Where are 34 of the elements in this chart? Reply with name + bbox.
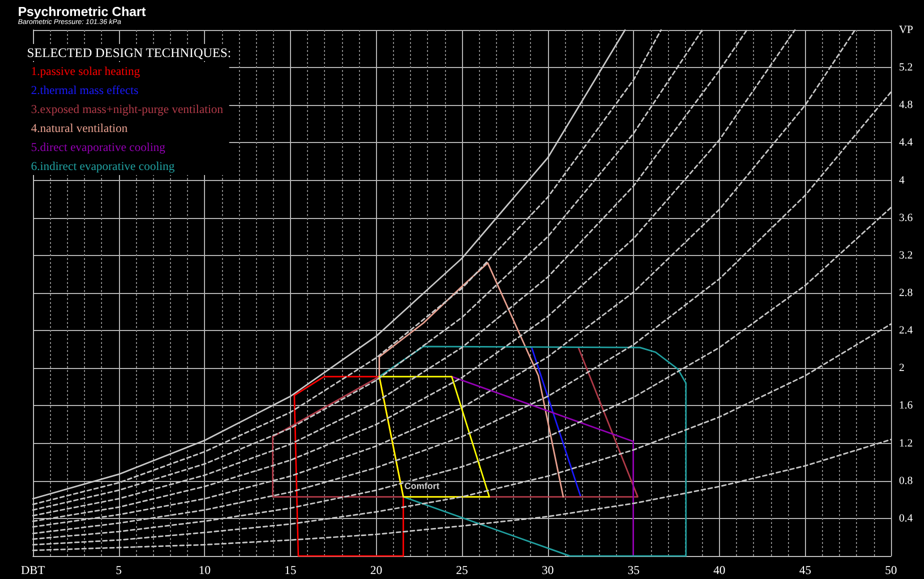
- x-tick-label: 30: [542, 563, 554, 577]
- chart-title: Psychrometric Chart: [18, 4, 147, 19]
- text: 5.direct evaporative cooling: [31, 140, 166, 154]
- y-tick-label: 2.8: [899, 287, 914, 299]
- y-tick-label: 4: [899, 174, 905, 186]
- x-tick-label: 25: [456, 563, 468, 577]
- y-tick-label: 3.2: [899, 249, 913, 262]
- y-tick-label: 2.4: [899, 324, 914, 337]
- y-tick-label: 1.2: [899, 437, 913, 450]
- y-tick-label: 1.6: [899, 400, 914, 412]
- x-tick-label: 40: [713, 563, 726, 577]
- x-tick-label: 5: [116, 563, 122, 577]
- x-tick-label: 15: [284, 563, 296, 577]
- text: 4.natural ventilation: [31, 121, 128, 135]
- y-tick-label: 4.4: [899, 136, 914, 149]
- x-tick-label: 45: [799, 563, 812, 577]
- x-tick-label: 50: [885, 563, 897, 577]
- annotation: Comfort: [404, 481, 440, 492]
- legend-title: SELECTED DESIGN TECHNIQUES:: [27, 45, 232, 60]
- y-tick-label: 3.6: [899, 212, 914, 224]
- text: 3.exposed mass+night-purge ventilation: [31, 102, 224, 116]
- y-tick-label: 5.2: [899, 62, 913, 74]
- y-tick-label: 0.8: [899, 474, 914, 487]
- y-tick-label: 4.8: [899, 99, 914, 112]
- x-tick-label: 10: [198, 563, 211, 577]
- text: 1.passive solar heating: [31, 64, 140, 78]
- y-tick-label: 2: [899, 362, 904, 374]
- y-tick-label: 0.4: [899, 512, 914, 524]
- x-tick-label: 20: [370, 563, 382, 577]
- x-tick-label: DBT: [21, 563, 46, 577]
- x-tick-label: 35: [628, 563, 640, 577]
- y-tick-label: VP: [899, 24, 914, 36]
- text: 6.indirect evaporative cooling: [31, 159, 175, 173]
- text: 2.thermal mass effects: [31, 83, 139, 97]
